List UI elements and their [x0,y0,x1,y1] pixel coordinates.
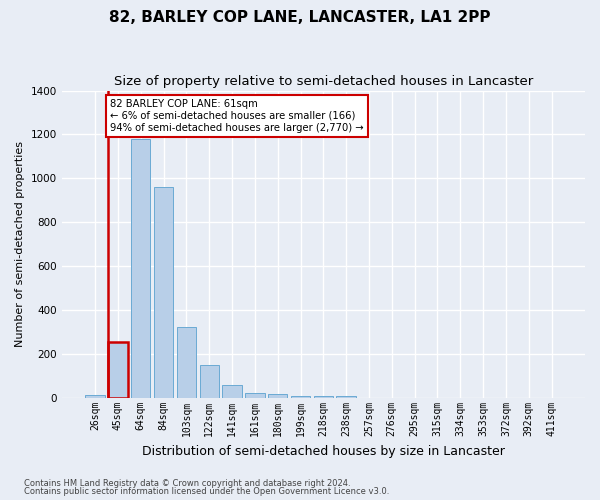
Bar [85,395,105,398]
Bar [223,385,242,398]
Bar [268,394,287,398]
Bar [108,342,128,398]
Bar [291,396,310,398]
X-axis label: Distribution of semi-detached houses by size in Lancaster: Distribution of semi-detached houses by … [142,444,505,458]
Bar [337,396,356,398]
Text: Contains public sector information licensed under the Open Government Licence v3: Contains public sector information licen… [24,488,389,496]
Bar [131,139,151,398]
Y-axis label: Number of semi-detached properties: Number of semi-detached properties [15,142,25,348]
Bar [245,392,265,398]
Bar [154,187,173,398]
Text: Contains HM Land Registry data © Crown copyright and database right 2024.: Contains HM Land Registry data © Crown c… [24,478,350,488]
Bar [200,365,219,398]
Text: 82, BARLEY COP LANE, LANCASTER, LA1 2PP: 82, BARLEY COP LANE, LANCASTER, LA1 2PP [109,10,491,25]
Bar [177,326,196,398]
Text: 82 BARLEY COP LANE: 61sqm
← 6% of semi-detached houses are smaller (166)
94% of : 82 BARLEY COP LANE: 61sqm ← 6% of semi-d… [110,100,364,132]
Title: Size of property relative to semi-detached houses in Lancaster: Size of property relative to semi-detach… [114,75,533,88]
Bar [314,396,333,398]
